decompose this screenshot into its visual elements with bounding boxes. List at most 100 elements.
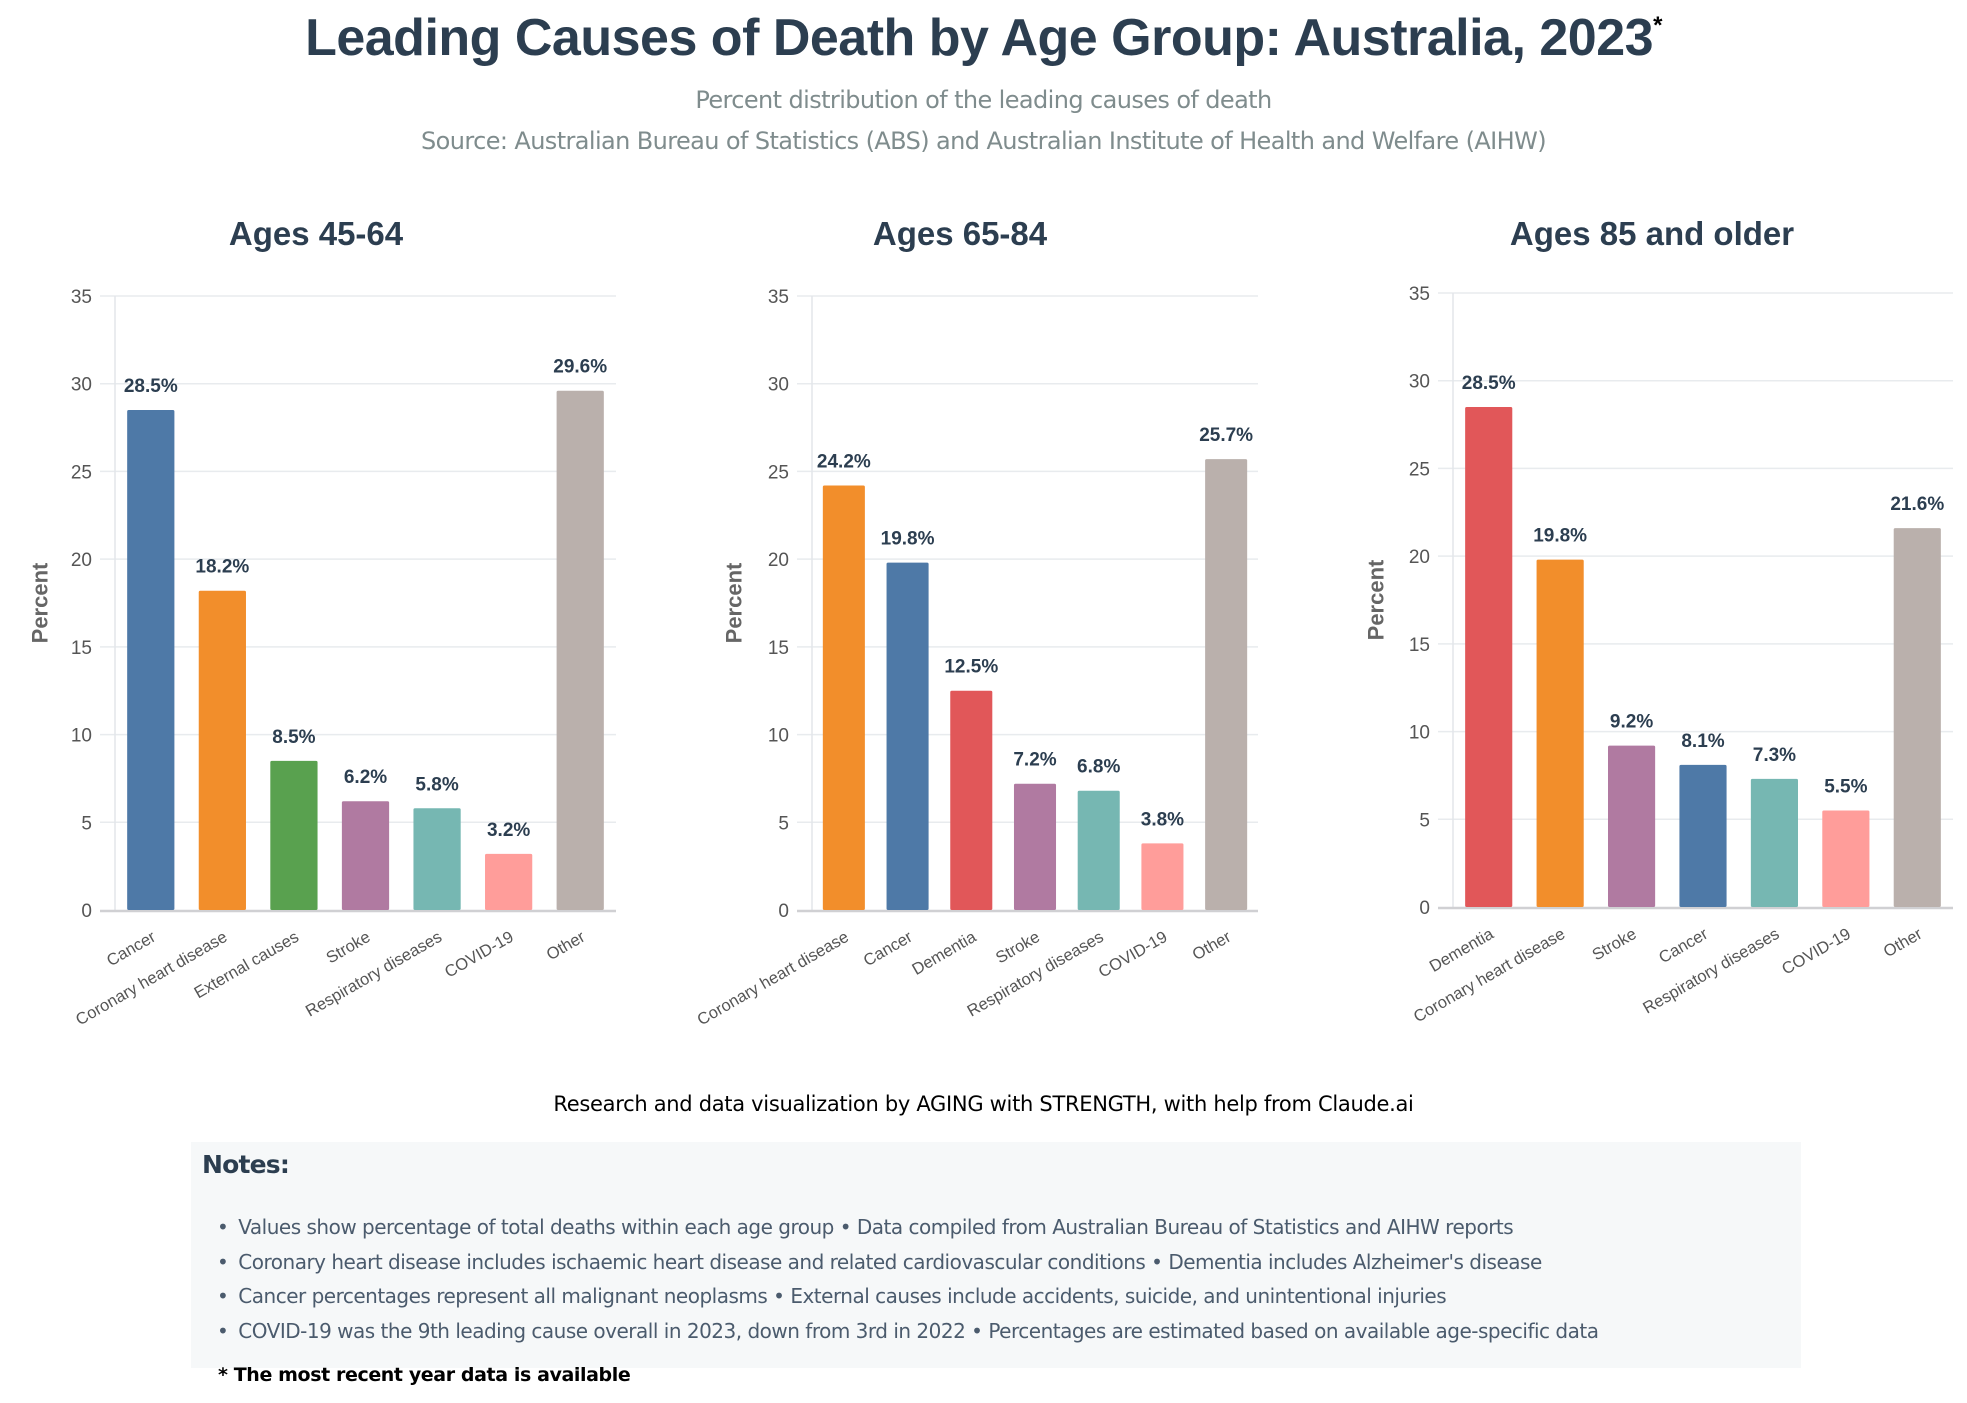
title-asterisk: * <box>1653 12 1662 39</box>
data-label: 8.5% <box>272 727 315 748</box>
x-tick-label: Other <box>1881 925 1926 961</box>
panel-title: Ages 45-64 <box>229 215 404 252</box>
data-label: 5.8% <box>415 774 458 795</box>
y-tick-label: 25 <box>1409 459 1430 480</box>
y-tick-label: 35 <box>1409 284 1430 305</box>
bar <box>1608 745 1656 907</box>
data-label: 7.2% <box>1013 750 1056 771</box>
subtitle: Percent distribution of the leading caus… <box>695 86 1272 114</box>
data-label: 6.8% <box>1077 757 1120 778</box>
note-item: Coronary heart disease includes ischaemi… <box>217 1245 1598 1280</box>
x-tick-label: Cancer <box>860 928 916 970</box>
data-label: 29.6% <box>553 357 607 378</box>
attribution: Research and data visualization by AGING… <box>553 1092 1414 1116</box>
x-tick-label: Respiratory diseases <box>1640 925 1782 1018</box>
x-tick-label: Respiratory diseases <box>303 928 445 1021</box>
y-tick-label: 25 <box>71 462 92 483</box>
bar <box>198 590 246 910</box>
data-label: 28.5% <box>124 376 178 397</box>
data-label: 25.7% <box>1199 425 1253 446</box>
x-tick-label: Coronary heart disease <box>694 928 852 1029</box>
y-tick-label: 0 <box>81 901 92 922</box>
data-label: 28.5% <box>1462 373 1516 394</box>
y-axis-label: Percent <box>722 562 747 643</box>
bar <box>1536 559 1584 907</box>
y-tick-label: 15 <box>1409 635 1430 656</box>
charts-area: Ages 45-64 0 5 10 15 20 25 30 35 Percent 28.5% Canc… <box>28 215 1953 1029</box>
bar <box>1750 778 1798 907</box>
y-tick-label: 30 <box>768 375 789 396</box>
x-tick-label: Stroke <box>1589 925 1639 964</box>
data-label: 6.2% <box>344 767 387 788</box>
bar <box>127 410 175 910</box>
bar <box>822 485 865 910</box>
x-tick-label: COVID-19 <box>1779 925 1854 979</box>
notes-heading: Notes: <box>202 1150 290 1179</box>
y-tick-label: 20 <box>768 550 789 571</box>
source-line: Source: Australian Bureau of Statistics … <box>421 127 1547 155</box>
bar <box>1822 810 1870 907</box>
y-tick-label: 15 <box>71 638 92 659</box>
note-item: COVID-19 was the 9th leading cause overa… <box>217 1314 1599 1349</box>
y-tick-label: 20 <box>1409 547 1430 568</box>
data-label: 24.2% <box>817 451 871 472</box>
bar <box>886 562 929 910</box>
data-label: 12.5% <box>944 657 998 678</box>
x-tick-label: Stroke <box>323 928 373 967</box>
data-label: 18.2% <box>195 557 249 578</box>
data-label: 7.3% <box>1753 745 1796 766</box>
bar <box>485 853 533 910</box>
y-tick-label: 10 <box>71 726 92 747</box>
x-tick-label: Cancer <box>104 928 160 970</box>
bar <box>341 801 390 910</box>
y-tick-label: 5 <box>1419 810 1430 831</box>
y-tick-label: 5 <box>81 813 92 834</box>
bar <box>1679 764 1727 907</box>
y-tick-label: 30 <box>71 375 92 396</box>
y-tick-label: 0 <box>778 901 789 922</box>
panel-title: Ages 65-84 <box>873 215 1048 252</box>
x-tick-label: Cancer <box>1656 925 1712 967</box>
y-tick-label: 10 <box>768 726 789 747</box>
data-label: 19.8% <box>1533 526 1587 547</box>
y-tick-label: 20 <box>71 550 92 571</box>
x-tick-label: Other <box>543 928 588 964</box>
bar <box>556 390 604 910</box>
panel-title: Ages 85 and older <box>1510 215 1794 252</box>
y-tick-label: 15 <box>768 638 789 659</box>
footnote: * The most recent year data is available <box>218 1364 631 1386</box>
title-text: Leading Causes of Death by Age Group: Au… <box>305 9 1654 67</box>
y-tick-label: 35 <box>71 287 92 308</box>
x-tick-label: Other <box>1189 928 1234 964</box>
bar <box>270 760 318 910</box>
data-label: 5.5% <box>1824 777 1867 798</box>
bar <box>1077 790 1120 910</box>
bar <box>1893 528 1941 907</box>
y-tick-label: 30 <box>1409 372 1430 393</box>
y-tick-label: 25 <box>768 462 789 483</box>
data-label: 19.8% <box>881 529 935 550</box>
y-tick-label: 0 <box>1419 898 1430 919</box>
data-label: 3.8% <box>1141 809 1184 830</box>
data-label: 21.6% <box>1890 494 1944 515</box>
y-tick-label: 10 <box>1409 723 1430 744</box>
data-label: 8.1% <box>1681 731 1724 752</box>
x-tick-label: COVID-19 <box>1096 928 1171 982</box>
notes-list: Values show percentage of total deaths w… <box>217 1210 1599 1349</box>
y-tick-label: 35 <box>768 287 789 308</box>
x-tick-label: Stroke <box>993 928 1043 967</box>
data-label: 3.2% <box>487 820 530 841</box>
bar <box>1205 459 1248 910</box>
y-tick-label: 5 <box>778 813 789 834</box>
y-axis-label: Percent <box>1364 559 1389 640</box>
bar <box>1141 843 1184 910</box>
bar <box>1465 407 1513 907</box>
bar <box>950 690 993 910</box>
note-item: Values show percentage of total deaths w… <box>217 1210 1598 1245</box>
page-title: Leading Causes of Death by Age Group: Au… <box>0 8 1967 68</box>
x-tick-label: COVID-19 <box>442 928 517 982</box>
note-item: Cancer percentages represent all maligna… <box>217 1279 1598 1314</box>
data-label: 9.2% <box>1610 712 1653 733</box>
x-tick-label: Dementia <box>909 927 980 978</box>
bar <box>1013 783 1057 910</box>
